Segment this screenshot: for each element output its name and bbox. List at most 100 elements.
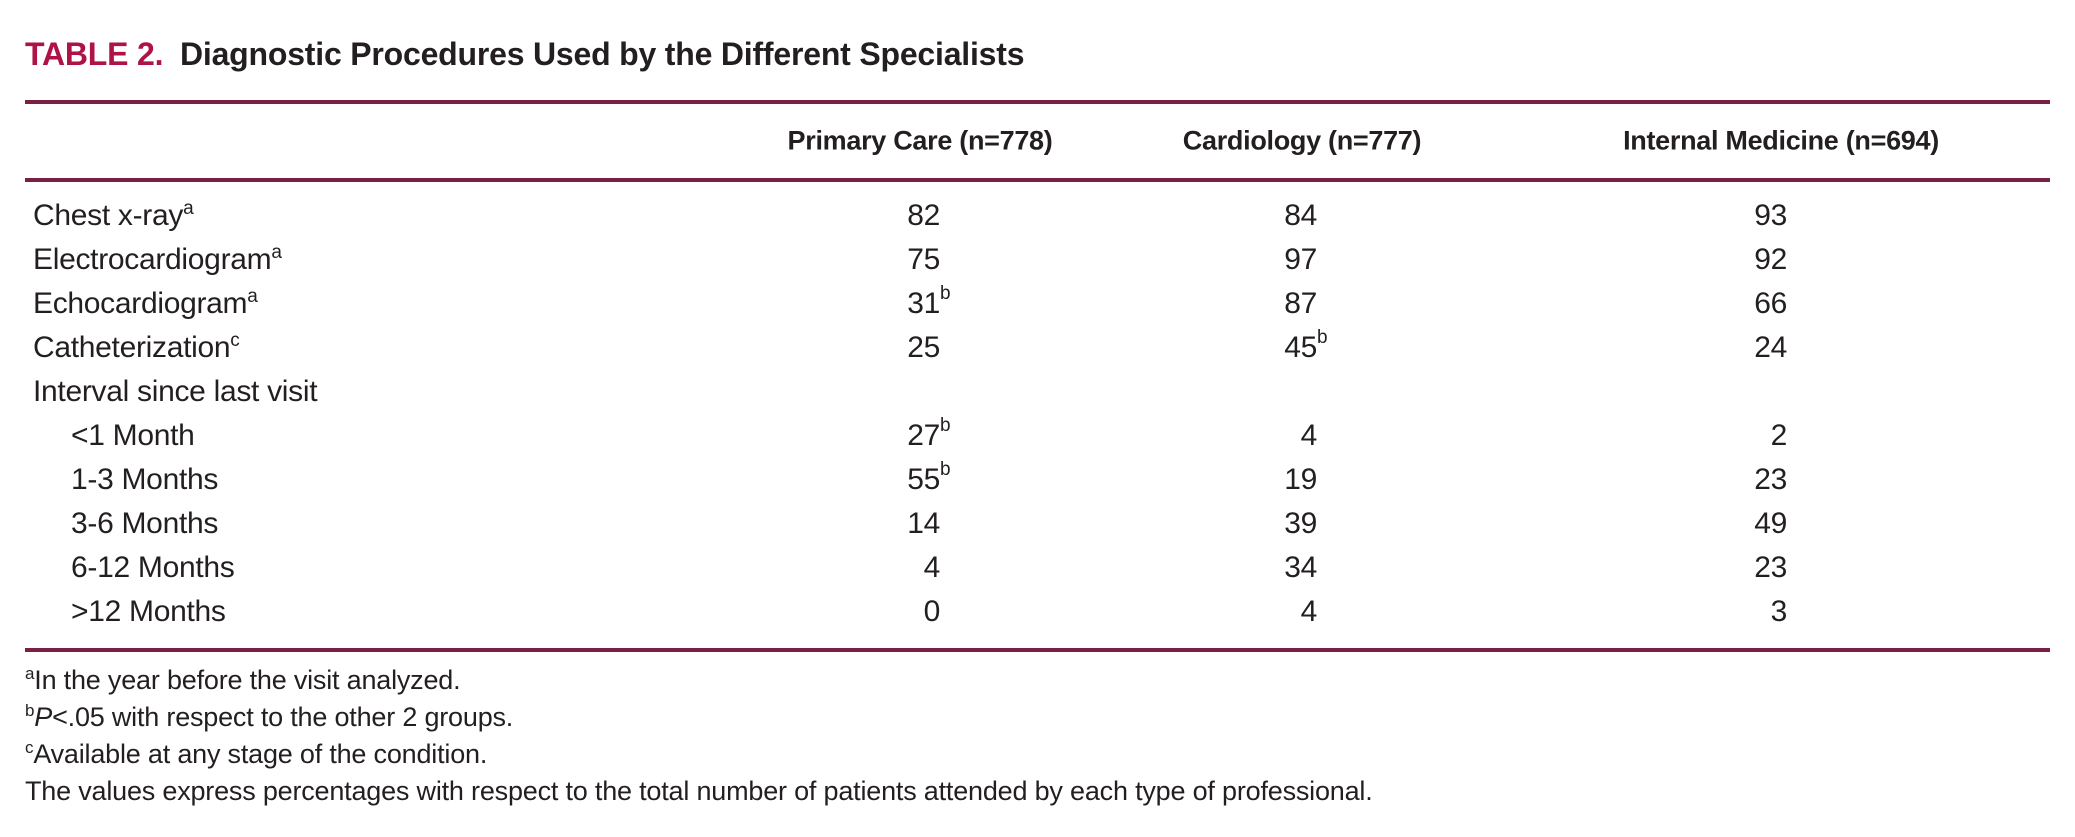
value-text: 84: [1284, 199, 1317, 232]
value-internal-medicine: 49: [1697, 507, 1787, 541]
value-internal-medicine: 23: [1697, 551, 1787, 585]
row-label-text: Interval since last visit: [33, 375, 318, 408]
footnote-b: bP<.05 with respect to the other 2 group…: [25, 699, 2050, 736]
table-row: Catheterizationc 25 45 b 24: [25, 326, 2050, 370]
value-superscript: b: [1317, 327, 1328, 348]
value-text: 93: [1754, 199, 1787, 232]
value-internal-medicine: 66: [1697, 287, 1787, 321]
row-label-text: 1-3 Months: [71, 463, 219, 496]
footnote-marker: b: [25, 701, 35, 720]
value-text: 75: [907, 243, 940, 276]
value-text: 66: [1754, 287, 1787, 320]
row-label-text: Echocardiogram: [33, 287, 248, 320]
table-caption: Diagnostic Procedures Used by the Differ…: [179, 36, 1025, 72]
value-text: 4: [1300, 595, 1318, 628]
row-label-text: >12 Months: [71, 595, 226, 628]
rule-under-header: [25, 178, 2050, 182]
value-text: 4: [1300, 419, 1318, 452]
value-primary-care: 31 b: [850, 284, 950, 321]
value-cardiology: 87: [1227, 287, 1317, 321]
row-label-superscript: c: [230, 330, 240, 351]
rule-bottom: [25, 648, 2050, 652]
value-text: 23: [1754, 463, 1787, 496]
value-internal-medicine: 23: [1697, 463, 1787, 497]
value-text: 45: [1284, 331, 1317, 364]
row-label-superscript: a: [247, 286, 258, 307]
row-label: >12 Months: [71, 595, 226, 629]
row-label-text: Catheterization: [33, 331, 231, 364]
row-label: Catheterizationc: [33, 331, 240, 365]
footnote-text: The values express percentages with resp…: [25, 776, 1373, 806]
table-row: Electrocardiograma 75 97 92: [25, 238, 2050, 282]
row-label: Chest x-raya: [33, 198, 194, 233]
row-label: <1 Month: [71, 419, 195, 453]
value-cardiology: 45 b: [1227, 328, 1327, 365]
value-text: 24: [1754, 331, 1787, 364]
row-label-superscript: a: [271, 242, 282, 263]
table-body: Chest x-raya 82 84 93 Electrocardiograma…: [25, 182, 2050, 648]
value-text: 2: [1770, 419, 1788, 452]
value-cardiology: 19: [1227, 463, 1317, 497]
value-primary-care: 4: [850, 551, 941, 585]
value-superscript: b: [940, 283, 951, 304]
value-internal-medicine: 92: [1697, 243, 1787, 277]
value-cardiology: 97: [1227, 243, 1317, 277]
table-row: Chest x-raya 82 84 93: [25, 194, 2050, 238]
footnote-italic: P: [34, 702, 53, 732]
value-cardiology: 84: [1227, 199, 1317, 233]
row-label: 1-3 Months: [71, 463, 218, 497]
footnote-text: In the year before the visit analyzed.: [34, 665, 461, 695]
value-superscript: b: [940, 459, 951, 480]
footnote-marker: c: [25, 738, 34, 757]
value-text: 25: [907, 331, 940, 364]
value-cardiology: 4: [1227, 595, 1318, 629]
value-primary-care: 82: [850, 199, 940, 233]
table-row: 1-3 Months 55 b 19 23: [25, 458, 2050, 502]
value-primary-care: 14: [850, 507, 940, 541]
table-row-section: Interval since last visit: [25, 370, 2050, 414]
footnotes: aIn the year before the visit analyzed. …: [25, 662, 2050, 810]
value-text: 19: [1284, 463, 1317, 496]
value-text: 82: [907, 199, 940, 232]
value-text: 97: [1284, 243, 1317, 276]
column-header-cardiology: Cardiology (n=777): [1182, 125, 1422, 156]
value-internal-medicine: 93: [1697, 199, 1787, 233]
value-primary-care: 0: [850, 595, 941, 629]
row-label: 6-12 Months: [71, 551, 235, 585]
value-primary-care: 75: [850, 243, 940, 277]
footnote-general: The values express percentages with resp…: [25, 773, 2050, 810]
footnote-text: Available at any stage of the condition.: [33, 739, 488, 769]
footnote-marker: a: [25, 664, 35, 683]
value-text: 27: [907, 419, 940, 452]
row-label-text: Chest x-ray: [33, 199, 184, 232]
row-label-superscript: a: [183, 198, 194, 219]
value-text: 39: [1284, 507, 1317, 540]
value-superscript: b: [940, 415, 951, 436]
table-title: TABLE 2. Diagnostic Procedures Used by t…: [25, 36, 2050, 82]
row-label-text: 3-6 Months: [71, 507, 219, 540]
header-row: Primary Care (n=778) Cardiology (n=777) …: [25, 104, 2050, 178]
footnote-c: cAvailable at any stage of the condition…: [25, 736, 2050, 773]
value-text: 4: [923, 551, 941, 584]
row-label: 3-6 Months: [71, 507, 218, 541]
value-text: 92: [1754, 243, 1787, 276]
value-text: 55: [907, 463, 940, 496]
rule-top: [25, 100, 2050, 104]
column-header-internal-medicine: Internal Medicine (n=694): [1623, 125, 1939, 156]
value-internal-medicine: 2: [1697, 419, 1788, 453]
value-primary-care: 27 b: [850, 416, 950, 453]
row-label: Echocardiograma: [33, 287, 258, 321]
value-primary-care: 25: [850, 331, 940, 365]
row-label: Electrocardiograma: [33, 243, 282, 277]
table-row: 6-12 Months 4 34 23: [25, 546, 2050, 590]
value-text: 0: [923, 595, 941, 628]
value-text: 34: [1284, 551, 1317, 584]
value-text: 31: [907, 287, 940, 320]
value-primary-care: 55 b: [850, 460, 950, 497]
footnote-a: aIn the year before the visit analyzed.: [25, 662, 2050, 699]
footnote-text: <.05 with respect to the other 2 groups.: [52, 702, 514, 732]
row-label-text: 6-12 Months: [71, 551, 235, 584]
value-text: 3: [1770, 595, 1788, 628]
table-content: TABLE 2. Diagnostic Procedures Used by t…: [25, 0, 2050, 810]
value-cardiology: 4: [1227, 419, 1318, 453]
